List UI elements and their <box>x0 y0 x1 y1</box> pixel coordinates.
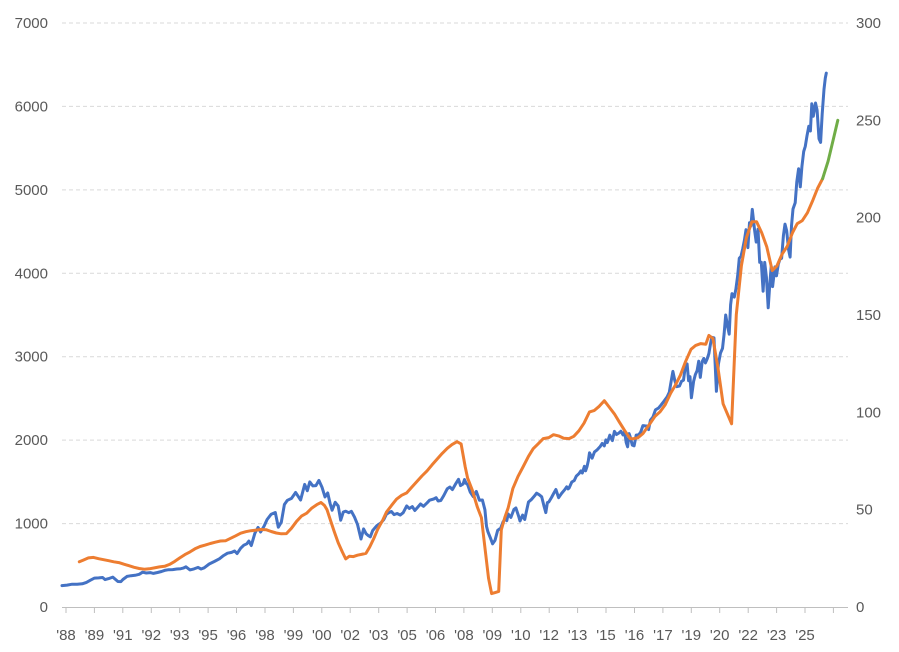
x-axis-label: '20 <box>710 627 730 644</box>
green-line-series-path <box>821 118 840 181</box>
x-axis-label: '00 <box>312 627 332 644</box>
x-axis-label: '95 <box>198 627 218 644</box>
y-axis-left-label: 4000 <box>15 265 48 282</box>
x-axis-label: '25 <box>795 627 815 644</box>
y-axis-right-label: 100 <box>856 404 881 421</box>
y-axis-right-label: 150 <box>856 307 881 324</box>
y-axis-right-label: 250 <box>856 112 881 129</box>
y-axis-left-label: 1000 <box>15 516 48 533</box>
y-axis-left-label: 0 <box>40 599 48 616</box>
y-axis-right-label: 0 <box>856 599 864 616</box>
x-axis-label: '98 <box>255 627 275 644</box>
x-axis-label: '10 <box>511 627 531 644</box>
x-axis-label: '23 <box>767 627 787 644</box>
x-axis-label: '91 <box>113 627 133 644</box>
y-axis-left-label: 5000 <box>15 182 48 199</box>
x-axis-label: '22 <box>738 627 758 644</box>
y-axis-left-label: 7000 <box>15 15 48 32</box>
axes-layer <box>62 607 848 613</box>
x-axis-label: '19 <box>682 627 702 644</box>
x-axis-label: '89 <box>85 627 105 644</box>
y-axis-left-label: 2000 <box>15 432 48 449</box>
x-axis-label: '96 <box>227 627 247 644</box>
x-axis-label: '13 <box>568 627 588 644</box>
y-axis-right-label: 300 <box>856 15 881 32</box>
x-axis-label: '17 <box>653 627 673 644</box>
series-layer <box>60 71 840 596</box>
blue-line-series-path <box>60 71 828 588</box>
x-axis-label: '02 <box>340 627 360 644</box>
y-axis-left-label: 3000 <box>15 349 48 366</box>
gridlines-layer <box>62 22 848 525</box>
x-axis-label: '09 <box>483 627 503 644</box>
x-axis-label: '05 <box>397 627 417 644</box>
x-axis-label: '03 <box>369 627 389 644</box>
y-axis-right-label: 50 <box>856 502 873 519</box>
x-axis-label: '08 <box>454 627 474 644</box>
x-axis-label: '16 <box>625 627 645 644</box>
x-axis-label: '92 <box>142 627 162 644</box>
x-axis-label: '88 <box>56 627 76 644</box>
x-axis-label: '15 <box>596 627 616 644</box>
y-axis-right-label: 200 <box>856 210 881 227</box>
axis-labels-layer: '88 '89 '91 '92 '93 '95 '96 '98 '99 '00 '02 '03 '05 '… <box>15 15 881 644</box>
x-axis-label: '12 <box>539 627 559 644</box>
x-axis-label: '93 <box>170 627 190 644</box>
x-axis-label: '99 <box>284 627 304 644</box>
y-axis-left-label: 6000 <box>15 98 48 115</box>
x-axis-label: '06 <box>426 627 446 644</box>
orange-line-series-path <box>77 177 825 596</box>
